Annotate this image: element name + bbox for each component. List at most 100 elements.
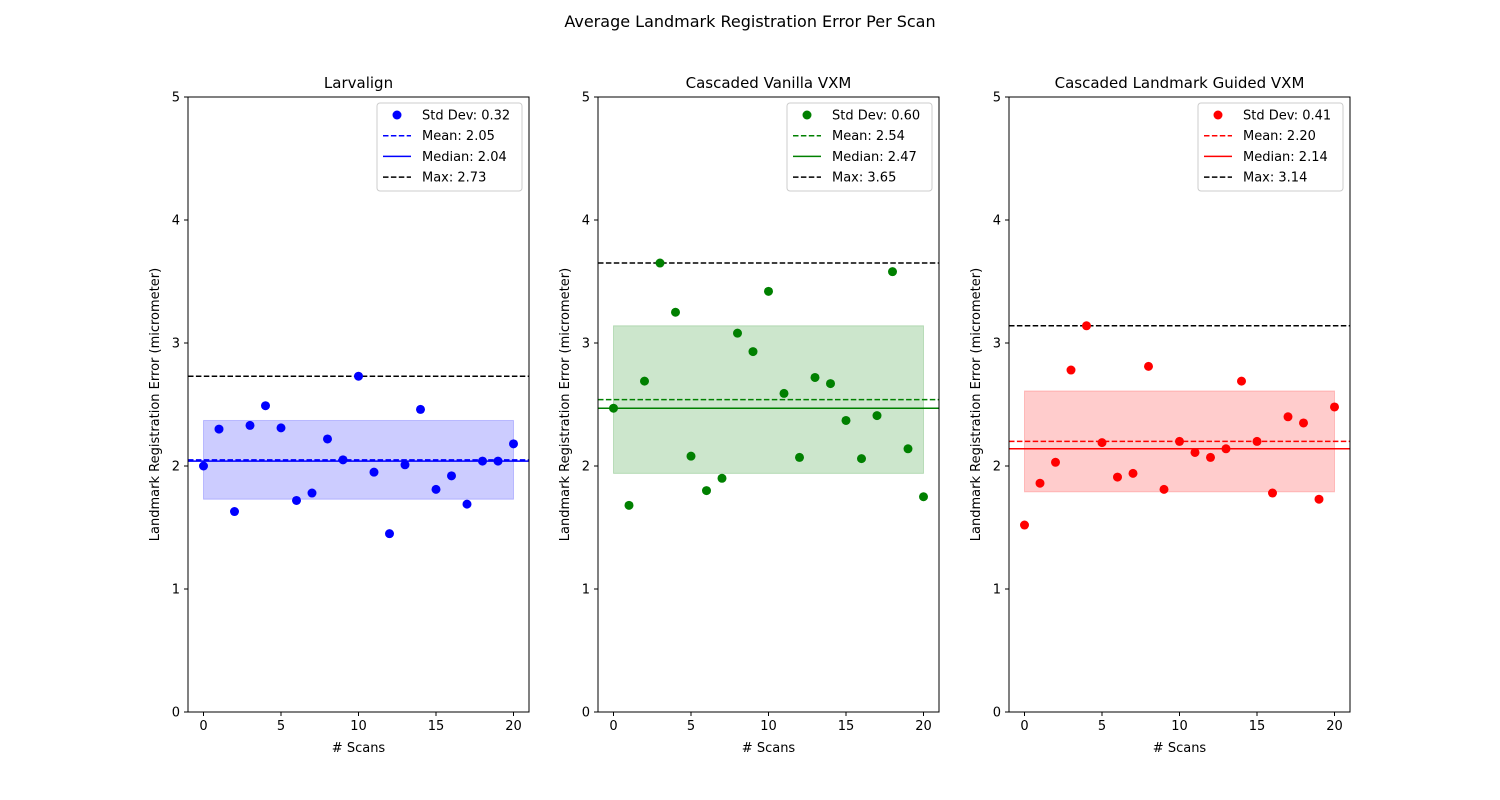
y-tick-label: 5 [172,91,180,106]
x-tick-label: 5 [687,719,695,734]
x-tick-label: 0 [1020,719,1028,734]
legend-entry: Max: 2.73 [422,171,486,186]
data-point [338,455,348,465]
data-point [702,486,711,496]
subplot-1: 0 5 10 15 20 0 1 2 3 4 5 Larvalign # Scans Landmark R… [148,74,530,756]
y-tick-label: 1 [993,583,1001,598]
data-point [857,454,866,464]
data-point [276,423,286,433]
x-tick-label: 20 [505,719,522,734]
legend-marker-std [392,110,402,120]
x-axis-label: # Scans [1153,741,1207,756]
data-point [795,452,804,462]
data-point [1051,457,1060,467]
data-point [1020,520,1029,530]
data-point [431,484,441,494]
data-point [369,467,379,477]
x-tick-label: 15 [838,719,855,734]
x-tick-label: 0 [199,719,207,734]
y-tick-label: 5 [993,91,1001,106]
data-point [230,507,239,517]
y-tick-label: 2 [993,460,1001,475]
data-point [1159,484,1169,494]
data-point [1206,452,1215,462]
legend-marker-std [1213,110,1223,120]
y-tick-label: 2 [582,460,590,475]
data-point [1299,418,1308,428]
data-point [1175,436,1184,446]
subplot-2: 0 5 10 15 20 0 1 2 3 4 5 Cascaded Vanilla VXM # Scan… [558,74,940,756]
x-tick-label: 10 [1171,719,1188,734]
y-tick-label: 4 [993,214,1001,229]
x-axis-label: # Scans [332,741,386,756]
data-point [1221,444,1231,454]
y-tick-label: 0 [582,706,590,721]
y-axis-label: Landmark Registration Error (micrometer) [969,268,984,541]
data-point [261,401,270,411]
y-tick-label: 1 [582,583,590,598]
data-point [1066,365,1076,375]
subplot-title: Larvalign [324,74,393,92]
legend-entry: Median: 2.14 [1243,150,1328,165]
x-tick-label: 0 [609,719,617,734]
data-point [640,376,649,386]
y-tick-label: 3 [993,337,1001,352]
data-point [655,258,665,268]
legend: Std Dev: 0.41 Mean: 2.20 Median: 2.14 Max: … [1197,102,1344,192]
x-tick-label: 10 [350,719,367,734]
data-point [1035,478,1045,488]
y-tick-label: 2 [172,460,180,475]
data-point [509,439,518,449]
data-point [1283,412,1293,422]
legend-frame [786,102,933,192]
data-point [1330,402,1339,412]
data-point [919,492,928,502]
x-axis-label: # Scans [742,741,796,756]
data-point [841,415,851,425]
y-axis-label: Landmark Registration Error (micrometer) [558,268,573,541]
data-point [748,347,758,357]
data-point [671,307,680,317]
y-tick-label: 5 [582,91,590,106]
legend-entry: Max: 3.65 [832,171,896,186]
data-point [1113,472,1122,482]
legend-entry: Median: 2.47 [832,150,917,165]
data-point [1268,488,1277,498]
x-tick-label: 20 [915,719,932,734]
x-tick-label: 5 [1098,719,1106,734]
data-point [400,460,410,470]
data-point [416,404,425,414]
data-point [307,488,317,498]
figure-title: Average Landmark Registration Error Per … [564,12,936,31]
legend: Std Dev: 0.32 Mean: 2.05 Median: 2.04 Max: … [376,102,523,192]
data-point [872,411,882,421]
y-axis-label: Landmark Registration Error (micrometer) [148,268,163,541]
y-tick-label: 4 [582,214,590,229]
data-point [245,420,255,430]
x-tick-label: 15 [428,719,445,734]
data-point [1190,447,1200,457]
data-point [323,434,332,444]
data-point [686,451,696,461]
subplot-3: 0 5 10 15 20 0 1 2 3 4 5 Cascaded Landmark Guided V… [969,74,1351,756]
x-tick-label: 5 [277,719,285,734]
data-point [826,379,835,389]
data-point [493,456,503,466]
data-point [1082,321,1091,331]
legend-entry: Mean: 2.54 [832,129,905,144]
data-point [888,267,897,277]
legend-frame [1197,102,1344,192]
data-point [779,388,789,398]
data-point [199,461,208,471]
data-point [385,529,394,539]
data-point [609,403,618,413]
x-tick-label: 10 [760,719,777,734]
y-tick-label: 3 [172,337,180,352]
data-point [810,372,820,382]
subplot-title: Cascaded Vanilla VXM [686,74,852,92]
x-tick-label: 15 [1249,719,1266,734]
legend-marker-std [802,110,812,120]
legend-entry: Max: 3.14 [1243,171,1307,186]
y-tick-label: 0 [172,706,180,721]
